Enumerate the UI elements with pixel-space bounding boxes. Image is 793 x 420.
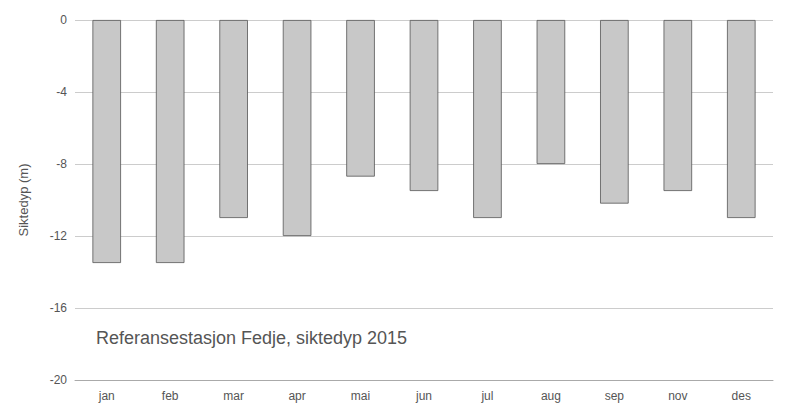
svg-text:sep: sep — [605, 389, 625, 403]
svg-text:0: 0 — [60, 13, 67, 27]
svg-text:Siktedyp (m): Siktedyp (m) — [16, 164, 31, 237]
svg-text:feb: feb — [162, 389, 179, 403]
svg-text:mai: mai — [351, 389, 370, 403]
svg-text:Referansestasjon Fedje, sikted: Referansestasjon Fedje, siktedyp 2015 — [96, 328, 407, 348]
svg-text:-16: -16 — [50, 301, 68, 315]
svg-text:nov: nov — [668, 389, 687, 403]
svg-text:mar: mar — [223, 389, 244, 403]
svg-text:-4: -4 — [56, 85, 67, 99]
svg-text:jan: jan — [98, 389, 115, 403]
svg-text:-20: -20 — [50, 373, 68, 387]
svg-text:des: des — [732, 389, 751, 403]
svg-text:aug: aug — [541, 389, 561, 403]
svg-text:-8: -8 — [56, 157, 67, 171]
svg-text:jun: jun — [415, 389, 432, 403]
svg-text:apr: apr — [288, 389, 305, 403]
svg-text:-12: -12 — [50, 229, 68, 243]
svg-text:jul: jul — [480, 389, 493, 403]
